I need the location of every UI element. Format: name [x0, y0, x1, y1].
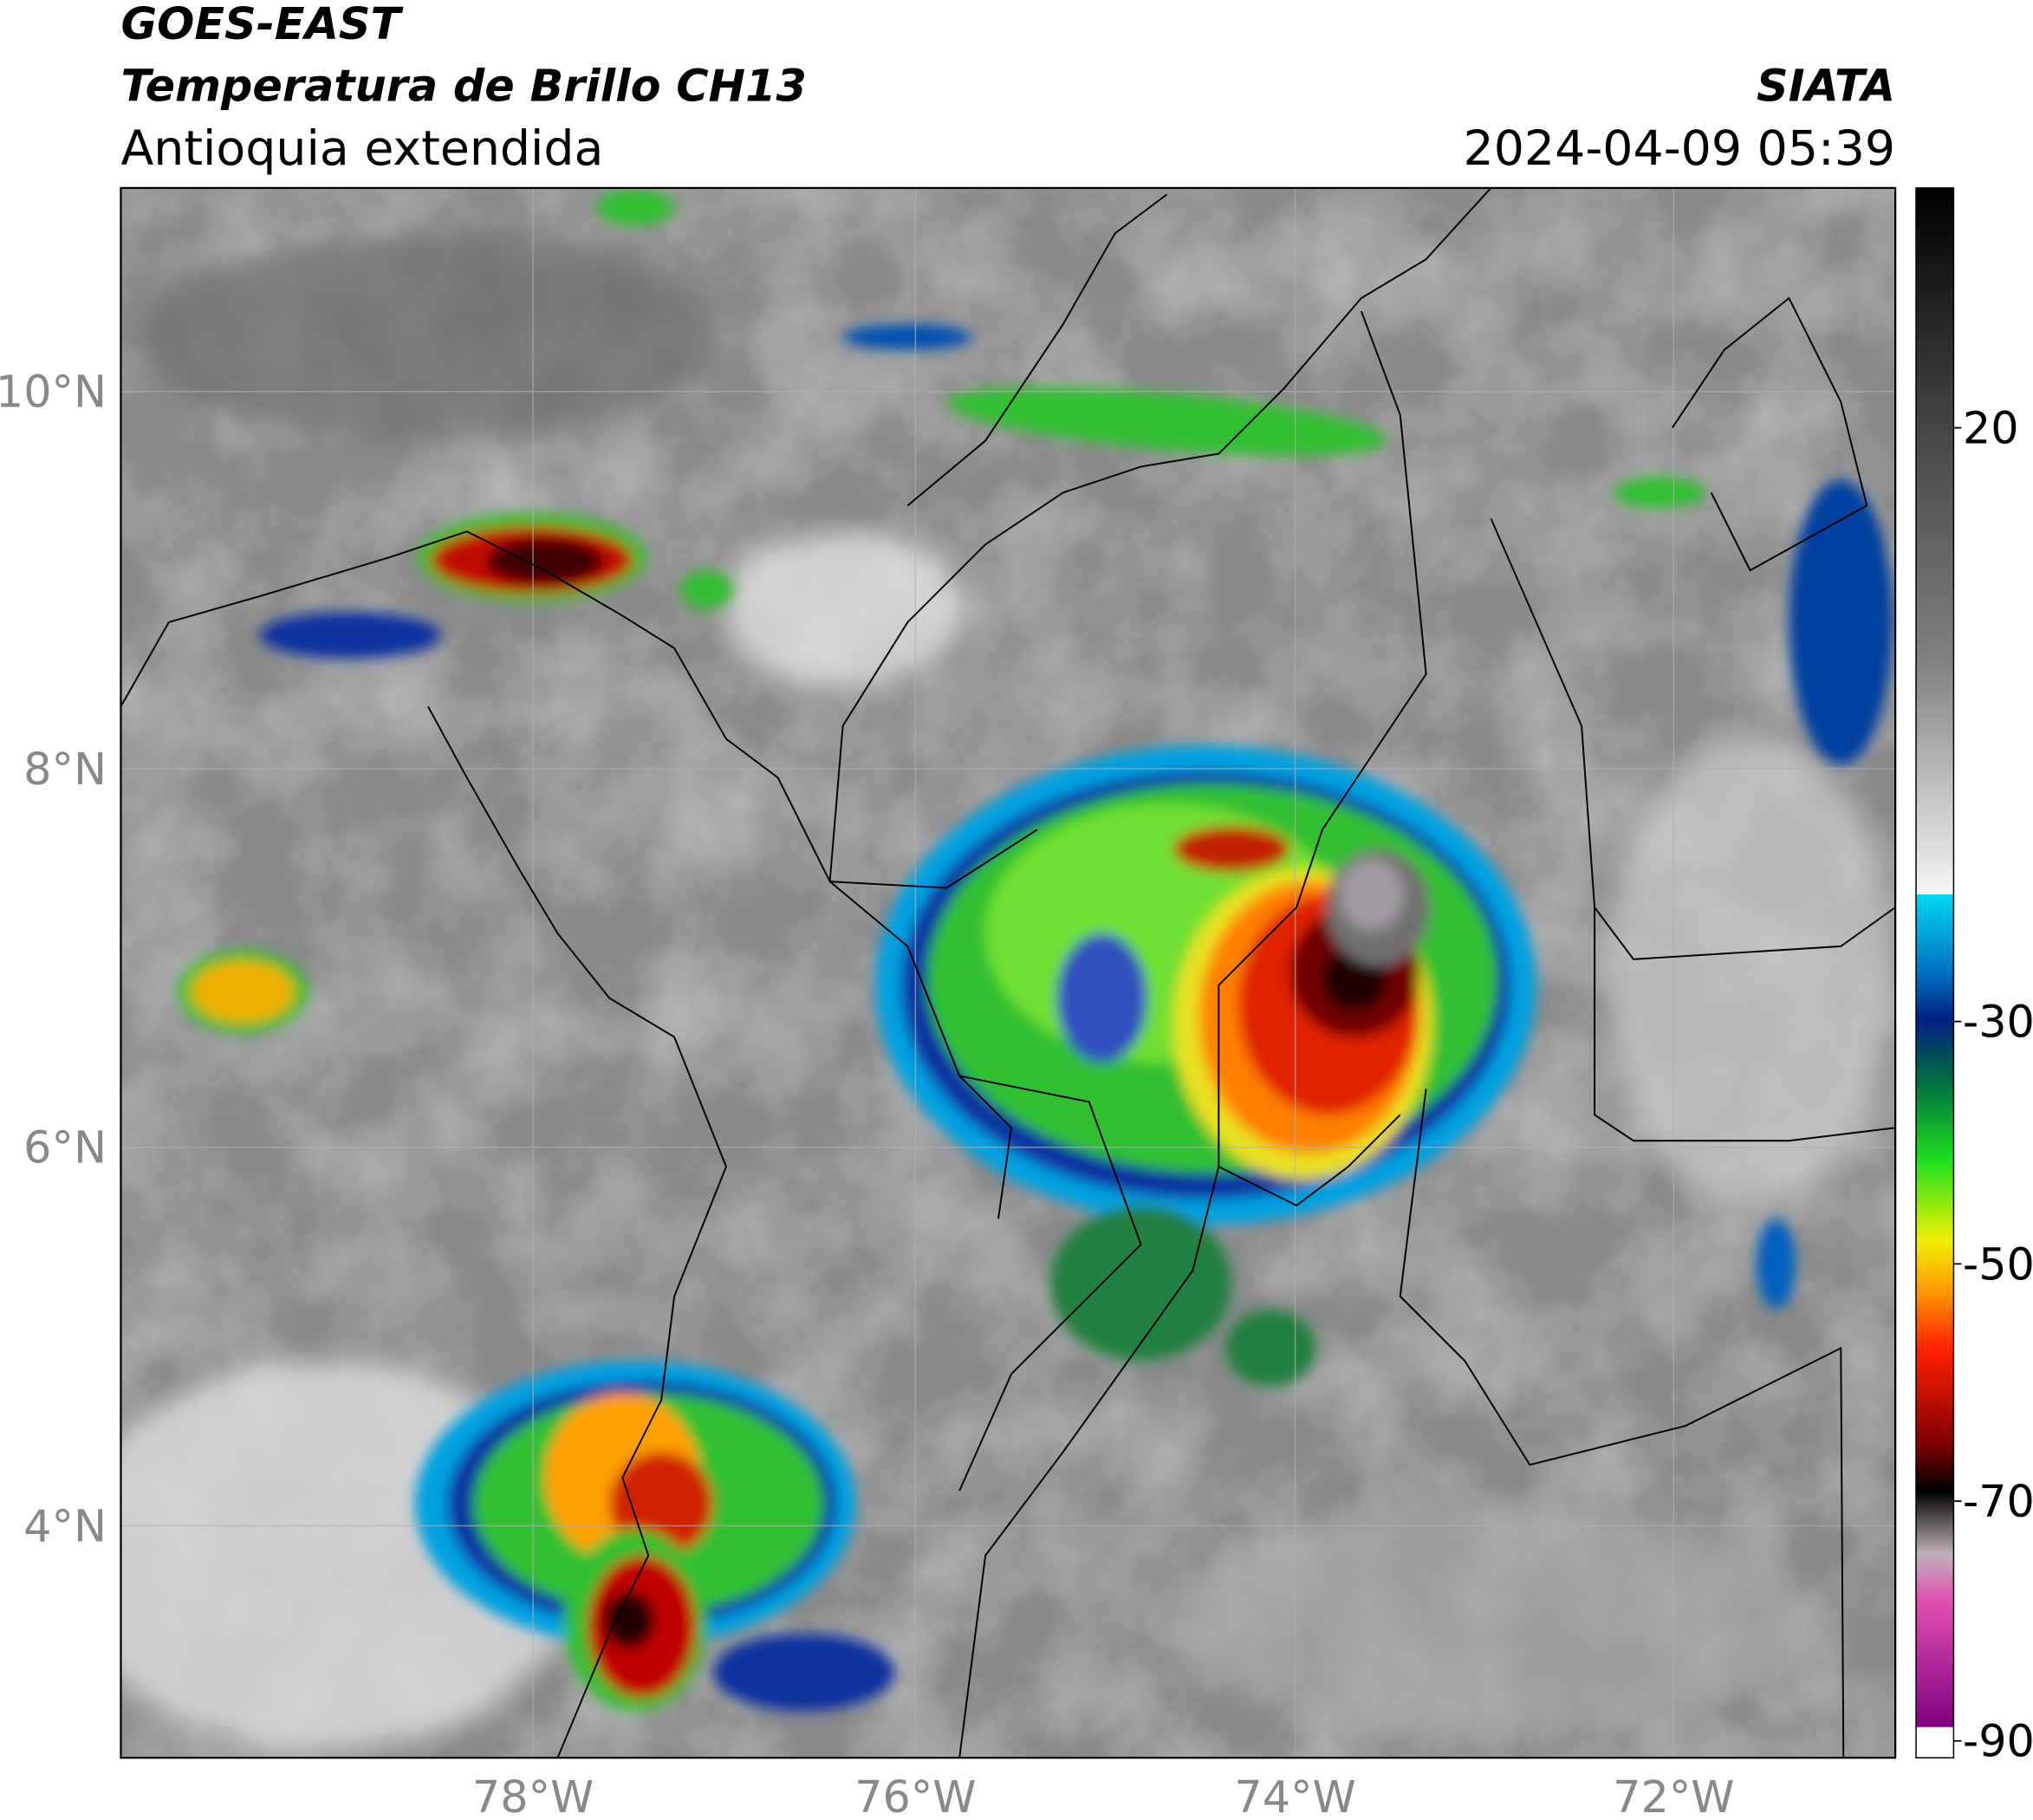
storm-central	[1339, 858, 1405, 931]
storm-northwest	[486, 537, 603, 585]
label: -30	[1963, 997, 2033, 1048]
storm-small	[1789, 479, 1893, 765]
label: Antioquia extendida	[120, 121, 603, 177]
storm-southwest	[414, 1361, 895, 1712]
borders	[958, 1075, 1142, 1492]
label: Temperatura de Brillo CH13	[120, 61, 806, 112]
label: 72°W	[1613, 1771, 1734, 1820]
label: 10°N	[0, 367, 107, 418]
label: 6°N	[23, 1122, 107, 1173]
storm-small	[191, 960, 295, 1024]
storm-southwest	[602, 1591, 655, 1649]
borders	[120, 187, 1896, 1758]
label: 78°W	[472, 1771, 594, 1820]
storm-central	[1056, 933, 1148, 1063]
borders	[1490, 517, 1896, 960]
label: 2024-04-09 05:39	[1464, 121, 1896, 177]
cloud	[1166, 1504, 1815, 1738]
cloud	[725, 531, 960, 687]
label: -50	[1963, 1238, 2033, 1290]
borders	[1218, 1114, 1401, 1207]
storm-small	[1224, 1309, 1316, 1388]
label: 4°N	[23, 1500, 107, 1551]
borders	[427, 705, 728, 1758]
storm-small	[1757, 1218, 1796, 1310]
map	[120, 187, 1896, 1758]
storm-southwest	[713, 1633, 895, 1712]
map-frame	[120, 186, 1897, 1759]
borders	[829, 829, 1038, 889]
colorbar-ticks	[1953, 426, 1962, 1742]
borders	[120, 530, 1013, 1219]
borders	[1399, 1089, 1845, 1758]
label: 20	[1963, 403, 2019, 454]
cloud	[142, 233, 713, 441]
borders	[828, 187, 1492, 882]
storm-small	[947, 387, 1387, 456]
colorbar	[1915, 187, 1955, 1758]
borders	[1594, 907, 1896, 1142]
label: 74°W	[1234, 1771, 1355, 1820]
storm-small	[596, 189, 675, 226]
storm-central	[1049, 1206, 1232, 1362]
storm-northwest	[680, 570, 733, 609]
label: -90	[1963, 1716, 2033, 1767]
cloud	[1608, 738, 1893, 1206]
label: -70	[1963, 1476, 2033, 1527]
borders	[1672, 296, 1868, 572]
storm-small	[1614, 477, 1705, 509]
storm-northwest	[259, 611, 441, 659]
storm-central	[1172, 825, 1290, 873]
storm-small	[178, 189, 1893, 1388]
label: SIATA	[1757, 61, 1895, 112]
borders	[958, 310, 1427, 1758]
storm-central	[874, 745, 1536, 1362]
label: 76°W	[854, 1771, 976, 1820]
graticule	[120, 187, 1896, 1758]
storm-small	[842, 323, 973, 350]
label: 8°N	[23, 744, 107, 795]
label: GOES-EAST	[120, 0, 404, 49]
borders	[906, 193, 1168, 507]
